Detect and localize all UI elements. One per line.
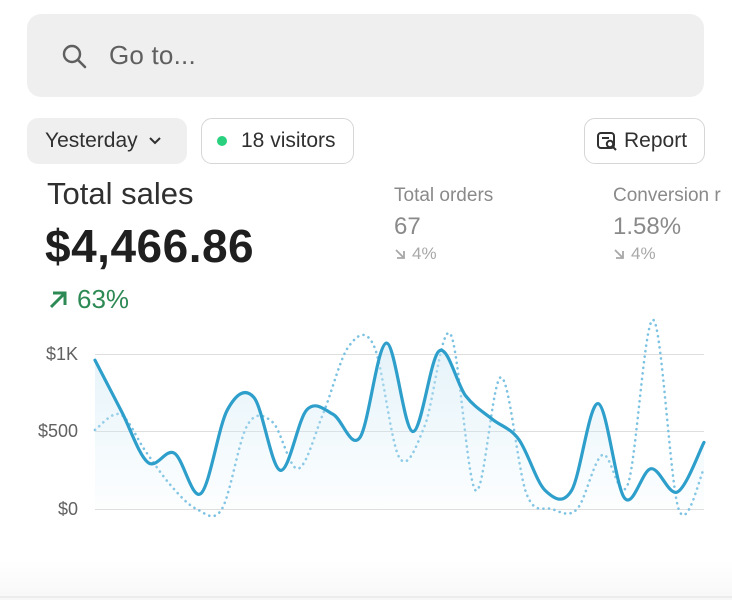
report-icon [596, 130, 618, 152]
gridline-1k [95, 354, 704, 355]
conversion-rate-value: 1.58% [613, 213, 682, 240]
search-placeholder: Go to... [109, 40, 196, 70]
date-range-dropdown[interactable]: Yesterday [27, 118, 187, 164]
search-bar[interactable]: Go to... [27, 14, 704, 97]
bottom-fade [0, 560, 732, 600]
conversion-rate-metric[interactable]: Conversion r 1.58% 4% [613, 185, 721, 264]
gridline-0 [95, 509, 704, 510]
y-tick-label: $500 [37, 421, 78, 441]
conversion-rate-title: Conversion r [613, 185, 721, 206]
total-orders-title: Total orders [394, 185, 494, 206]
conversion-rate-change: 4% [613, 244, 721, 264]
bottom-divider [0, 596, 732, 598]
total-orders-change-value: 4% [412, 244, 437, 263]
y-tick-label: $0 [57, 499, 78, 519]
live-visitors-button[interactable]: 18 visitors [201, 118, 354, 164]
total-sales-change-value: 63% [77, 284, 130, 314]
total-sales-title: Total sales [47, 176, 194, 211]
total-sales-value: $4,466.86 [45, 220, 255, 272]
total-sales-change: 63% [47, 284, 129, 315]
y-tick-label: $1K [45, 344, 78, 364]
arrow-down-right-icon [613, 248, 625, 260]
live-status-dot [217, 136, 227, 146]
arrow-up-right-icon [47, 289, 69, 311]
report-button[interactable]: Report [584, 118, 705, 164]
total-orders-value: 67 [394, 213, 421, 240]
conversion-rate-change-value: 4% [631, 244, 656, 263]
search-icon [61, 43, 87, 69]
visitors-label: 18 visitors [241, 129, 336, 152]
total-orders-change: 4% [394, 244, 493, 264]
arrow-down-right-icon [394, 248, 406, 260]
total-orders-metric[interactable]: Total orders 67 4% [394, 185, 493, 264]
chevron-down-icon [148, 136, 162, 146]
series-area [95, 343, 704, 509]
comparison-series-line [93, 318, 706, 518]
sales-series-line [93, 341, 706, 502]
report-label: Report [624, 129, 688, 152]
date-range-label: Yesterday [45, 129, 138, 152]
